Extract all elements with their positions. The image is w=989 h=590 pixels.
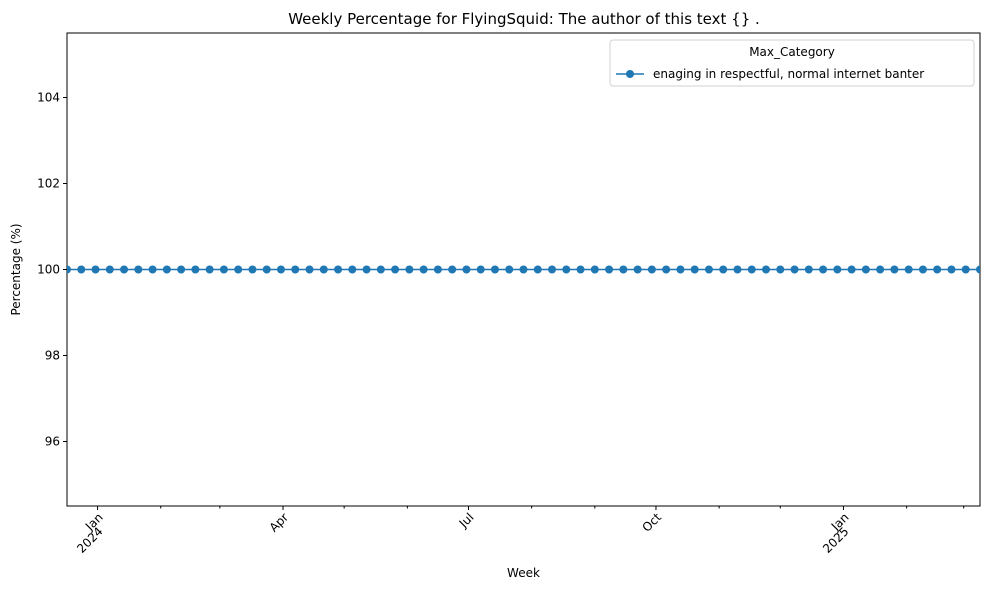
data-point	[476, 265, 485, 274]
data-point	[733, 265, 742, 274]
data-point	[77, 265, 86, 274]
data-point	[205, 265, 214, 274]
series-layer	[67, 265, 980, 274]
data-point	[162, 265, 171, 274]
data-point	[120, 265, 129, 274]
data-point	[562, 265, 571, 274]
data-point	[248, 265, 257, 274]
data-point	[947, 265, 956, 274]
data-point	[861, 265, 870, 274]
legend: Max_Category enaging in respectful, norm…	[609, 39, 975, 87]
y-tick-label: 102	[37, 177, 60, 191]
data-point	[976, 265, 980, 274]
data-point	[305, 265, 314, 274]
data-point	[391, 265, 400, 274]
data-point	[291, 265, 300, 274]
x-tick-label: Jul	[456, 510, 477, 531]
data-point	[762, 265, 771, 274]
data-point	[405, 265, 414, 274]
data-point	[490, 265, 499, 274]
data-point	[91, 265, 100, 274]
data-point	[262, 265, 271, 274]
legend-title: Max_Category	[749, 45, 835, 59]
data-point	[234, 265, 243, 274]
data-point	[918, 265, 927, 274]
data-point	[790, 265, 799, 274]
data-point	[633, 265, 642, 274]
y-tick-label: 96	[45, 435, 60, 449]
x-tick-label-group: Apr	[267, 510, 292, 535]
data-point	[348, 265, 357, 274]
data-point	[191, 265, 200, 274]
data-point	[590, 265, 599, 274]
data-point	[276, 265, 285, 274]
data-point	[433, 265, 442, 274]
data-point	[376, 265, 385, 274]
data-point	[890, 265, 899, 274]
data-point	[904, 265, 913, 274]
data-point	[519, 265, 528, 274]
legend-marker-swatch	[626, 70, 634, 78]
data-point	[533, 265, 542, 274]
data-point	[776, 265, 785, 274]
data-point	[134, 265, 143, 274]
data-point	[619, 265, 628, 274]
y-tick-label: 98	[45, 349, 60, 363]
data-point	[177, 265, 186, 274]
data-point	[67, 265, 71, 274]
data-point	[505, 265, 514, 274]
data-point	[647, 265, 656, 274]
data-point	[448, 265, 457, 274]
data-point	[605, 265, 614, 274]
data-point	[747, 265, 756, 274]
data-point	[219, 265, 228, 274]
y-tick-label: 104	[37, 91, 60, 105]
data-point	[690, 265, 699, 274]
data-point	[676, 265, 685, 274]
data-point	[719, 265, 728, 274]
data-point	[662, 265, 671, 274]
legend-entry-label: enaging in respectful, normal internet b…	[653, 67, 924, 81]
data-point	[961, 265, 970, 274]
data-point	[876, 265, 885, 274]
data-point	[819, 265, 828, 274]
data-point	[105, 265, 114, 274]
data-point	[576, 265, 585, 274]
data-point	[362, 265, 371, 274]
data-point	[334, 265, 343, 274]
data-point	[548, 265, 557, 274]
data-point	[419, 265, 428, 274]
x-tick-label: Oct	[640, 510, 665, 535]
x-tick-year-label: 2024	[74, 524, 105, 555]
x-tick-label-group: Jul	[456, 510, 477, 531]
data-point	[319, 265, 328, 274]
y-axis-label: Percentage (%)	[9, 223, 23, 315]
data-point	[704, 265, 713, 274]
data-point	[847, 265, 856, 274]
chart-title: Weekly Percentage for FlyingSquid: The a…	[288, 10, 760, 28]
legend-box	[609, 39, 975, 87]
x-axis-label: Week	[507, 566, 540, 580]
data-point	[462, 265, 471, 274]
y-axis-ticks: 96 98 100 102 104	[37, 91, 67, 449]
data-point	[148, 265, 157, 274]
data-point	[804, 265, 813, 274]
data-point	[933, 265, 942, 274]
x-tick-label: Apr	[267, 510, 292, 535]
data-point	[833, 265, 842, 274]
x-tick-label-group: Oct	[640, 510, 665, 535]
x-tick-year-label: 2025	[820, 524, 851, 555]
y-tick-label: 100	[37, 263, 60, 277]
